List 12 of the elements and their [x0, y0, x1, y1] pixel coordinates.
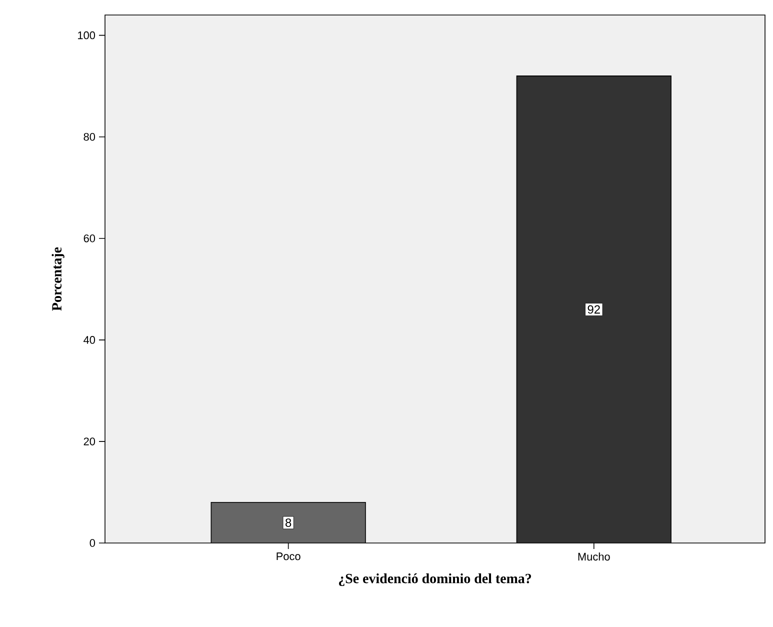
- data-label: 8: [286, 518, 292, 527]
- y-tick-label: 80: [84, 132, 96, 141]
- x-axis-title: ¿Se evidenció dominio del tema?: [338, 573, 532, 586]
- y-tick-label: 100: [78, 31, 96, 40]
- y-axis-title: Porcentaje: [52, 247, 64, 311]
- data-label: 92: [588, 305, 600, 314]
- x-tick-label: Poco: [276, 552, 300, 560]
- x-tick-label: Mucho: [578, 552, 610, 561]
- y-tick-label: 40: [84, 336, 96, 344]
- y-tick-label: 20: [84, 438, 96, 446]
- y-tick-label: 0: [90, 539, 96, 547]
- y-tick-label: 60: [84, 234, 96, 242]
